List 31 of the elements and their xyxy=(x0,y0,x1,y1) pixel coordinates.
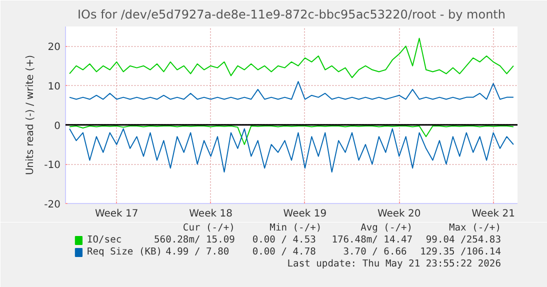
line-series xyxy=(69,126,514,145)
y-tick-label: 0 xyxy=(54,120,61,132)
text: 99.04 /254.83 xyxy=(426,234,502,246)
x-tick-label: Week 20 xyxy=(377,208,421,220)
text: Avg (-/+) xyxy=(360,222,413,234)
y-tick-label: -10 xyxy=(44,160,61,172)
text: Last update: Thu May 21 23:55:22 2026 xyxy=(287,258,502,270)
text: Min (-/+) xyxy=(270,222,322,234)
text: Max (-/+) xyxy=(448,222,501,234)
text: 0.00 / 4.78 xyxy=(252,246,316,258)
legend-label: Req Size (KB) xyxy=(86,246,162,258)
line-series xyxy=(69,128,514,173)
text: 176.48m/ 14.47 xyxy=(332,234,413,246)
x-tick-label: Week 21 xyxy=(472,208,515,220)
text: 0.00 / 4.53 xyxy=(252,234,316,246)
text: Cur (-/+) xyxy=(182,222,235,234)
y-tick-label: 10 xyxy=(48,82,61,92)
text: 560.28m/ 15.09 xyxy=(154,234,236,246)
text: 4.99 / 7.80 xyxy=(166,246,230,258)
x-tick-label: Week 17 xyxy=(94,208,138,220)
text: 3.70 / 6.66 xyxy=(343,246,408,258)
chart-title: IOs for /dev/e5d7927a-de8e-11e9-872c-bbc95ac53220/root - by month xyxy=(78,8,506,22)
x-tick-label: Week 18 xyxy=(189,208,232,220)
legend-label: IO/sec xyxy=(86,234,122,246)
text: 129.35 /106.14 xyxy=(420,246,502,258)
y-tick-label: 20 xyxy=(48,42,61,54)
y-axis-title: Units read (-) / write (+) xyxy=(25,54,36,176)
line-series xyxy=(69,81,514,100)
line-series xyxy=(69,38,514,78)
y-tick-label: -20 xyxy=(44,200,61,210)
x-tick-label: Week 19 xyxy=(283,208,327,220)
